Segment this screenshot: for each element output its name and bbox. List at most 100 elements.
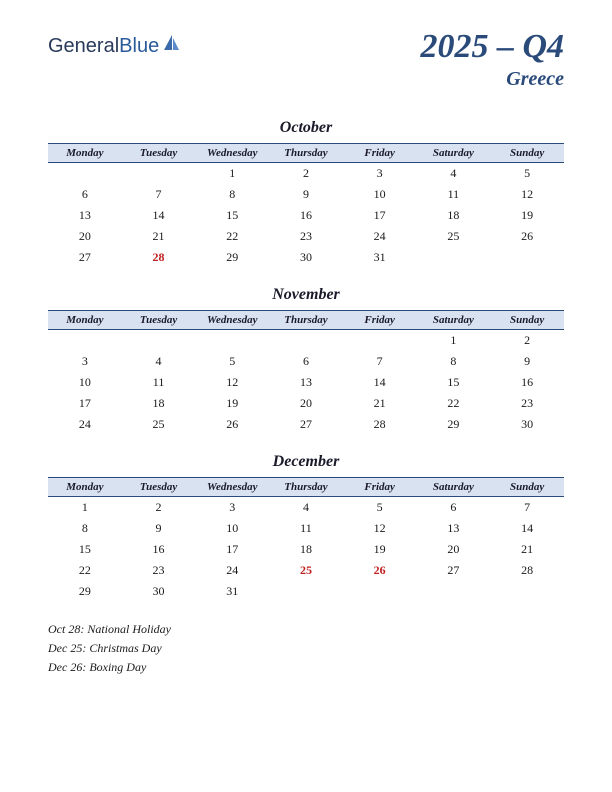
calendar-row: 17181920212223 [48,393,564,414]
calendar-cell: 17 [195,539,269,560]
calendar-cell: 22 [48,560,122,581]
calendar-cell: 16 [490,372,564,393]
month-block: December MondayTuesdayWednesdayThursdayFr… [48,453,564,602]
calendar-cell: 9 [269,184,343,205]
calendar-cell: 12 [195,372,269,393]
calendar-cell: 19 [490,205,564,226]
calendar-cell: 22 [195,226,269,247]
calendar-cell: 27 [417,560,491,581]
calendar-cell [122,163,196,185]
calendar-cell: 24 [343,226,417,247]
calendar-cell: 20 [48,226,122,247]
calendar-cell: 5 [490,163,564,185]
calendar-cell: 1 [417,330,491,352]
calendar-cell: 12 [490,184,564,205]
calendar-cell: 13 [269,372,343,393]
brand-logo: GeneralBlue [48,34,180,58]
calendar-cell: 1 [48,497,122,519]
month-name: December [48,453,564,471]
day-header: Friday [343,311,417,330]
calendar-row: 6789101112 [48,184,564,205]
calendar-cell: 2 [269,163,343,185]
calendar-table: MondayTuesdayWednesdayThursdayFridaySatu… [48,477,564,602]
calendar-table: MondayTuesdayWednesdayThursdayFridaySatu… [48,310,564,435]
calendar-cell: 25 [269,560,343,581]
calendar-cell: 11 [417,184,491,205]
calendar-cell: 26 [195,414,269,435]
calendar-cell: 3 [343,163,417,185]
calendar-cell: 19 [195,393,269,414]
calendar-cell: 16 [269,205,343,226]
calendar-row: 12345 [48,163,564,185]
holiday-list: Oct 28: National HolidayDec 25: Christma… [48,620,564,678]
calendar-cell: 14 [343,372,417,393]
calendar-cell: 28 [343,414,417,435]
calendar-cell: 17 [343,205,417,226]
calendar-cell: 19 [343,539,417,560]
month-block: November MondayTuesdayWednesdayThursdayFr… [48,286,564,435]
calendar-cell: 4 [122,351,196,372]
calendar-cell: 8 [417,351,491,372]
calendar-cell: 26 [490,226,564,247]
day-header: Monday [48,478,122,497]
calendar-cell: 29 [48,581,122,602]
title-sub: Greece [420,68,564,91]
day-header: Thursday [269,478,343,497]
calendar-cell: 7 [122,184,196,205]
calendar-cell [343,330,417,352]
day-header: Saturday [417,311,491,330]
calendar-cell: 8 [48,518,122,539]
calendar-cell: 28 [490,560,564,581]
calendar-cell: 3 [48,351,122,372]
calendar-cell: 1 [195,163,269,185]
calendar-cell: 14 [490,518,564,539]
calendar-cell: 31 [195,581,269,602]
calendar-cell: 18 [269,539,343,560]
calendar-cell: 7 [343,351,417,372]
day-header: Monday [48,311,122,330]
day-header: Wednesday [195,311,269,330]
calendar-cell [48,163,122,185]
day-header: Tuesday [122,311,196,330]
calendar-cell: 13 [417,518,491,539]
calendar-cell: 12 [343,518,417,539]
calendar-row: 22232425262728 [48,560,564,581]
calendar-cell [269,581,343,602]
months-container: OctoberMondayTuesdayWednesdayThursdayFri… [48,119,564,602]
calendar-cell: 4 [417,163,491,185]
calendar-cell: 25 [122,414,196,435]
calendar-cell: 31 [343,247,417,268]
calendar-cell: 28 [122,247,196,268]
brand-part2: Blue [119,35,159,58]
day-header: Friday [343,478,417,497]
calendar-cell: 15 [195,205,269,226]
calendar-cell: 15 [48,539,122,560]
day-header: Monday [48,144,122,163]
calendar-row: 1234567 [48,497,564,519]
calendar-cell: 17 [48,393,122,414]
calendar-cell: 30 [122,581,196,602]
calendar-cell: 5 [343,497,417,519]
calendar-cell: 10 [48,372,122,393]
day-header: Thursday [269,311,343,330]
calendar-row: 10111213141516 [48,372,564,393]
calendar-cell: 3 [195,497,269,519]
calendar-row: 3456789 [48,351,564,372]
calendar-row: 891011121314 [48,518,564,539]
calendar-cell: 6 [417,497,491,519]
calendar-cell [122,330,196,352]
calendar-cell: 9 [122,518,196,539]
day-header: Thursday [269,144,343,163]
calendar-cell: 18 [417,205,491,226]
calendar-cell: 29 [417,414,491,435]
month-name: November [48,286,564,304]
day-header: Saturday [417,144,491,163]
calendar-cell: 4 [269,497,343,519]
calendar-cell: 24 [48,414,122,435]
holiday-entry: Dec 25: Christmas Day [48,639,564,658]
calendar-cell: 21 [343,393,417,414]
calendar-cell: 23 [269,226,343,247]
day-header: Friday [343,144,417,163]
calendar-cell: 25 [417,226,491,247]
calendar-row: 20212223242526 [48,226,564,247]
